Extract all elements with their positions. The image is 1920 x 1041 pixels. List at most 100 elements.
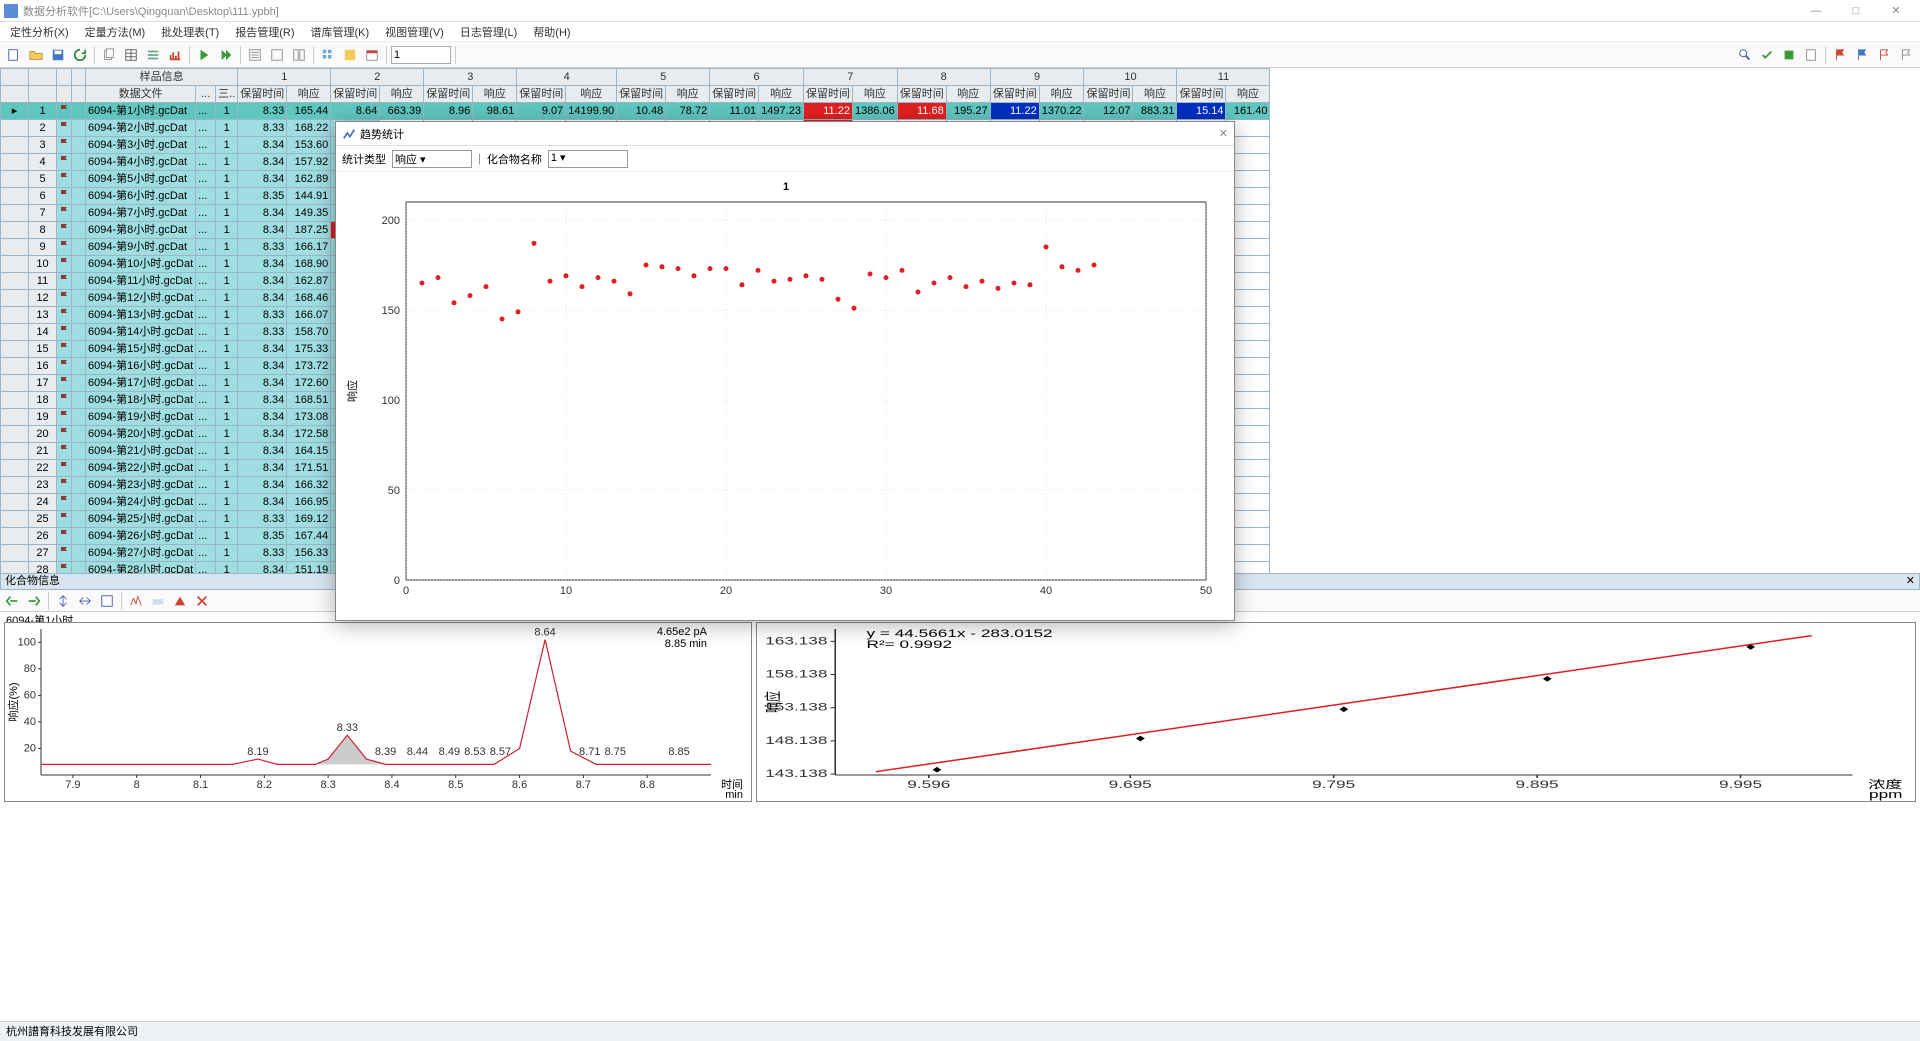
status-text: 杭州譜育科技发展有限公司 [6, 1026, 138, 1038]
menu-library[interactable]: 谱库管理(K) [303, 22, 378, 42]
rows-icon[interactable] [143, 45, 163, 65]
svg-text:20: 20 [720, 585, 732, 597]
dialog-toolbar: 统计类型 响应 ▾ | 化合物名称 1 ▾ [336, 146, 1234, 172]
svg-text:200: 200 [382, 215, 400, 227]
list1-icon[interactable] [245, 45, 265, 65]
app-icon [4, 4, 18, 18]
menu-bar: 定性分析(X) 定量方法(M) 批处理表(T) 报告管理(R) 谱库管理(K) … [0, 22, 1920, 42]
delete-icon[interactable] [192, 591, 212, 611]
peak-icon[interactable] [170, 591, 190, 611]
svg-text:8.44: 8.44 [407, 746, 428, 758]
svg-text:10: 10 [560, 585, 572, 597]
svg-text:9.995: 9.995 [1719, 779, 1762, 791]
menu-quant-method[interactable]: 定量方法(M) [77, 22, 154, 42]
svg-text:9.895: 9.895 [1516, 779, 1559, 791]
svg-text:8.39: 8.39 [375, 746, 396, 758]
svg-text:ppm: ppm [1869, 789, 1902, 801]
stat-type-label: 统计类型 [342, 151, 386, 167]
menu-log[interactable]: 日志管理(L) [452, 22, 525, 42]
zoom-x-icon[interactable] [75, 591, 95, 611]
zoom-full-icon[interactable] [97, 591, 117, 611]
flag-green-icon[interactable] [1874, 45, 1894, 65]
window-title: 数据分析软件[C:\Users\Qingquan\Desktop\111.ypb… [23, 3, 279, 19]
trend-icon [342, 127, 356, 141]
zoom-icon[interactable] [1735, 45, 1755, 65]
menu-help[interactable]: 帮助(H) [525, 22, 578, 42]
flag-red-icon[interactable] [1830, 45, 1850, 65]
list3-icon[interactable] [289, 45, 309, 65]
dialog-title-bar[interactable]: 趋势统计 ✕ [336, 122, 1234, 146]
svg-text:响应: 响应 [345, 380, 359, 402]
svg-text:8.33: 8.33 [337, 722, 358, 734]
stat-type-select[interactable]: 响应 ▾ [392, 150, 472, 168]
svg-text:50: 50 [388, 485, 400, 497]
svg-text:60: 60 [24, 689, 36, 701]
trend-stats-dialog: 趋势统计 ✕ 统计类型 响应 ▾ | 化合物名称 1 ▾ 10501001502… [335, 121, 1235, 621]
grid-large-icon[interactable] [340, 45, 360, 65]
svg-text:30: 30 [880, 585, 892, 597]
menu-view[interactable]: 视图管理(V) [377, 22, 452, 42]
dialog-close-icon[interactable]: ✕ [1219, 127, 1228, 140]
peak-left-icon[interactable] [2, 591, 22, 611]
svg-text:8.85 min: 8.85 min [665, 638, 707, 650]
svg-text:8.7: 8.7 [576, 779, 591, 791]
svg-text:0: 0 [403, 585, 409, 597]
compound-name-label: 化合物名称 [487, 151, 542, 167]
svg-text:8.5: 8.5 [448, 779, 463, 791]
calibration-panel[interactable]: 143.138148.138153.138158.138163.1389.596… [756, 622, 1916, 802]
peak-right-icon[interactable] [24, 591, 44, 611]
minimize-button[interactable]: — [1796, 1, 1836, 21]
svg-text:8.19: 8.19 [247, 746, 268, 758]
chart-icon[interactable] [165, 45, 185, 65]
list2-icon[interactable] [267, 45, 287, 65]
maximize-button[interactable]: □ [1836, 1, 1876, 21]
menu-report[interactable]: 报告管理(R) [227, 22, 302, 42]
close-button[interactable]: ✕ [1876, 1, 1916, 21]
svg-text:100: 100 [18, 636, 36, 648]
svg-text:8.4: 8.4 [384, 779, 399, 791]
flag-blue-icon[interactable] [1852, 45, 1872, 65]
baseline-icon[interactable] [148, 591, 168, 611]
play-icon[interactable] [194, 45, 214, 65]
save-icon[interactable] [48, 45, 68, 65]
compound-name-select[interactable]: 1 ▾ [548, 150, 628, 168]
svg-text:响应: 响应 [762, 691, 783, 713]
svg-text:8.64: 8.64 [534, 627, 555, 639]
table-icon[interactable] [121, 45, 141, 65]
svg-text:8.71: 8.71 [579, 746, 600, 758]
refresh-icon[interactable] [70, 45, 90, 65]
svg-text:8.8: 8.8 [640, 779, 655, 791]
svg-text:8.2: 8.2 [257, 779, 272, 791]
svg-text:8: 8 [134, 779, 140, 791]
chromatogram-panel[interactable]: 204060801007.988.18.28.38.48.58.68.78.88… [4, 622, 752, 802]
check-icon[interactable] [1757, 45, 1777, 65]
svg-text:143.138: 143.138 [765, 768, 827, 780]
report-icon[interactable] [1801, 45, 1821, 65]
main-toolbar [0, 42, 1920, 68]
integrate-icon[interactable] [126, 591, 146, 611]
new-icon[interactable] [4, 45, 24, 65]
trend-chart[interactable]: 105010015020001020304050响应 [336, 172, 1234, 620]
svg-text:1: 1 [783, 181, 789, 193]
svg-text:40: 40 [24, 716, 36, 728]
svg-text:9.795: 9.795 [1312, 779, 1355, 791]
menu-qualitative[interactable]: 定性分析(X) [2, 22, 77, 42]
svg-text:8.53: 8.53 [464, 746, 485, 758]
svg-text:148.138: 148.138 [765, 735, 827, 747]
svg-text:20: 20 [24, 742, 36, 754]
grid-view-icon[interactable] [318, 45, 338, 65]
page-input[interactable] [391, 46, 451, 64]
flag-white-icon[interactable] [1896, 45, 1916, 65]
copy-icon[interactable] [99, 45, 119, 65]
zoom-y-icon[interactable] [53, 591, 73, 611]
svg-text:8.75: 8.75 [605, 746, 626, 758]
svg-text:响应(%): 响应(%) [6, 682, 20, 721]
compound-close-icon[interactable]: ✕ [1906, 574, 1915, 589]
play-all-icon[interactable] [216, 45, 236, 65]
svg-text:8.85: 8.85 [668, 746, 689, 758]
menu-batch[interactable]: 批处理表(T) [153, 22, 227, 42]
calendar-icon[interactable] [362, 45, 382, 65]
export-icon[interactable] [1779, 45, 1799, 65]
svg-text:0: 0 [394, 575, 400, 587]
open-icon[interactable] [26, 45, 46, 65]
